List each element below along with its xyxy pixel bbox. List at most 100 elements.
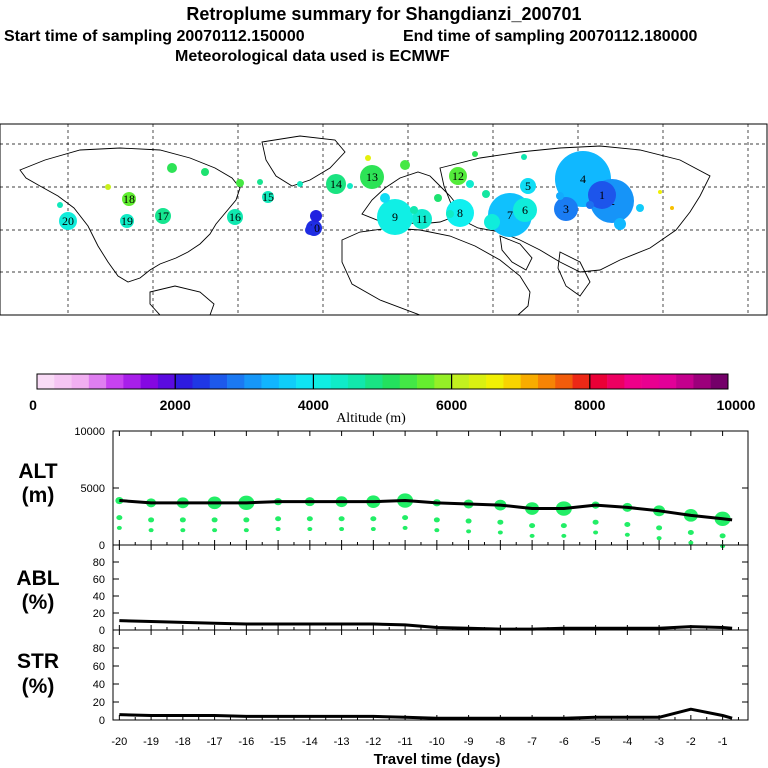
met-data-label: Meteorological data used is ECMWF	[175, 48, 450, 65]
plume-marker-dot	[554, 197, 578, 221]
plume-marker-label: 12	[452, 169, 464, 183]
panel-units: (%)	[22, 591, 55, 614]
plume-marker-dot	[377, 199, 413, 235]
x-tick-label: -15	[270, 736, 286, 748]
y-tick-label: 10000	[74, 426, 105, 438]
plume-altitude-dot	[339, 527, 345, 532]
plume-marker: 13	[360, 165, 384, 189]
plume-speck	[482, 190, 490, 198]
plume-speck	[556, 192, 564, 200]
plume-altitude-dot	[497, 519, 504, 525]
plume-marker-label: 20	[62, 214, 74, 228]
colorbar-cell	[157, 374, 176, 389]
y-tick-label: 40	[93, 679, 105, 691]
x-tick-label: -1	[718, 736, 728, 748]
colorbar-cell	[365, 374, 383, 389]
colorbar-cell	[192, 374, 211, 389]
colorbar-cell	[486, 374, 504, 389]
colorbar-tick-label: 4000	[298, 397, 329, 413]
x-tick-label: -13	[334, 736, 350, 748]
plume-marker-label: 15	[262, 190, 274, 204]
plume-marker-dot	[513, 198, 537, 222]
plume-altitude-dot	[211, 517, 218, 523]
plume-altitude-dot	[275, 527, 281, 532]
plume-marker-dot	[120, 214, 134, 228]
colorbar-cell	[140, 374, 159, 389]
x-tick-label: -14	[302, 736, 318, 748]
plume-altitude-dot	[148, 517, 155, 523]
plume-speck	[310, 210, 322, 222]
colorbar-cell	[106, 374, 124, 389]
plume-marker-label: 9	[392, 210, 398, 224]
plume-speck	[586, 201, 594, 209]
plume-speck	[236, 179, 244, 187]
plume-marker: 3	[554, 197, 578, 221]
colorbar-cell	[451, 374, 470, 389]
y-tick-label: 80	[93, 557, 105, 569]
x-tick-label: -7	[527, 736, 537, 748]
colorbar-cell	[261, 374, 280, 389]
plume-speck	[400, 160, 410, 170]
plume-marker-label: 6	[522, 203, 528, 217]
y-tick-label: 60	[93, 574, 105, 586]
colorbar-cell	[71, 374, 90, 389]
plume-marker-dot	[588, 181, 616, 209]
coastline-south-america	[149, 285, 215, 316]
x-tick-label: -17	[207, 736, 223, 748]
x-tick-label: -18	[175, 736, 191, 748]
colorbar-frame	[36, 373, 729, 390]
colorbar-cell	[468, 374, 487, 389]
plume-marker: 8	[446, 199, 474, 227]
plume-altitude-dot	[434, 528, 440, 533]
plume-altitude-dot	[656, 536, 662, 541]
plume-altitude-dot	[307, 527, 313, 532]
plume-altitude-dot	[593, 530, 599, 535]
plume-altitude-dot	[433, 517, 440, 523]
plume-altitude-dot	[306, 516, 313, 522]
plume-marker: 16	[227, 209, 243, 225]
panel-units: (%)	[22, 675, 55, 698]
y-tick-label: 40	[93, 591, 105, 603]
plume-marker-dot	[449, 167, 467, 185]
plume-marker-label: 11	[416, 212, 428, 226]
y-tick-label: 0	[99, 540, 105, 552]
plume-altitude-dot	[624, 521, 631, 527]
colorbar-cell	[382, 374, 401, 389]
plume-marker-label: 19	[121, 214, 133, 228]
plume-altitude-dot	[719, 533, 726, 539]
panel-alt: ALT(m) 10000 5000 0	[18, 426, 749, 552]
coastline-asia	[439, 145, 711, 273]
plume-marker-label: 5	[525, 179, 531, 193]
time-series-panels: ALT(m)1000050000ABL(%)806040200STR(%)806…	[16, 426, 749, 748]
plume-altitude-dot	[212, 528, 218, 533]
plume-marker-dot	[446, 199, 474, 227]
x-axis-label: Travel time (days)	[374, 751, 501, 768]
start-time-label: Start time of sampling 20070112.150000	[4, 28, 305, 45]
y-tick-label: 20	[93, 697, 105, 709]
colorbar-cell	[209, 374, 228, 389]
colorbar-cell	[347, 374, 366, 389]
plume-speck	[201, 168, 209, 176]
y-tick-label: 20	[93, 608, 105, 620]
colorbar-cell	[175, 374, 193, 389]
colorbar-cell	[54, 374, 72, 389]
plume-marker: 17	[155, 208, 171, 224]
plume-marker: 9	[377, 199, 413, 235]
plume-marker-dot	[122, 192, 136, 206]
plume-altitude-dot	[243, 517, 250, 523]
plume-speck	[57, 202, 63, 208]
panel-frame	[112, 544, 749, 631]
x-tick-label: -8	[495, 736, 505, 748]
colorbar-cell	[624, 374, 642, 389]
plume-speck	[614, 218, 626, 230]
colorbar-cell	[227, 374, 245, 389]
plume-marker: 14	[326, 174, 346, 194]
colorbar-label: Altitude (m)	[336, 411, 406, 426]
colorbar-cell	[572, 374, 591, 389]
plume-marker: 11	[412, 209, 432, 229]
colorbar-cell	[676, 374, 694, 389]
plume-marker: 15	[262, 190, 274, 204]
colorbar-cell	[520, 374, 539, 389]
